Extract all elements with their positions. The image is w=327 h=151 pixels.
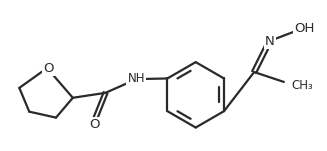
Text: O: O — [89, 118, 100, 131]
Text: CH₃: CH₃ — [292, 79, 314, 92]
Text: OH: OH — [295, 22, 315, 35]
Text: O: O — [43, 62, 53, 75]
Text: NH: NH — [128, 72, 145, 85]
Text: N: N — [265, 35, 275, 48]
